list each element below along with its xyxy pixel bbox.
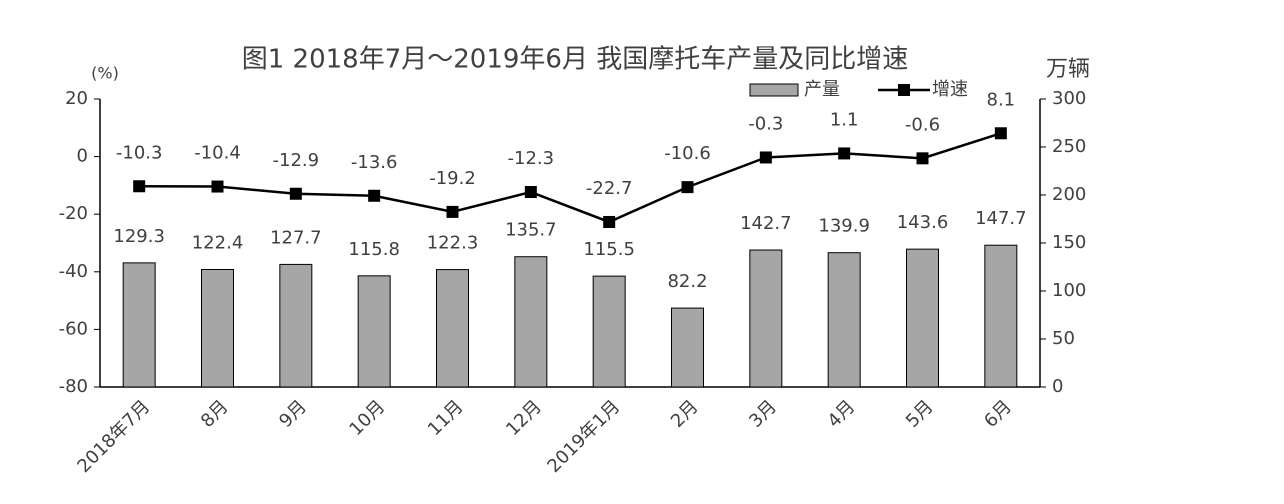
data-label: 139.9 xyxy=(818,216,870,237)
bar xyxy=(749,249,783,388)
line-marker xyxy=(133,180,146,193)
data-label: -13.6 xyxy=(351,152,398,173)
data-label: 129.3 xyxy=(113,226,165,247)
y-tick-label: 20 xyxy=(65,88,88,109)
data-label: 1.1 xyxy=(830,109,859,130)
bar xyxy=(436,269,469,388)
y-tick-label: -40 xyxy=(59,261,88,282)
y2-tick-label: 200 xyxy=(1052,184,1086,205)
data-label: -19.2 xyxy=(429,168,476,189)
data-label: -12.9 xyxy=(273,150,320,171)
y2-tick-label: 0 xyxy=(1052,376,1063,397)
data-label: 127.7 xyxy=(270,227,322,248)
bar xyxy=(201,268,234,388)
data-label: -0.6 xyxy=(905,114,940,135)
line-marker xyxy=(759,151,772,164)
line-marker xyxy=(838,147,851,160)
line-marker xyxy=(289,187,302,200)
bar xyxy=(592,275,626,388)
data-label: 115.5 xyxy=(583,239,635,260)
line-marker xyxy=(681,181,694,194)
y2-tick-label: 300 xyxy=(1052,88,1086,109)
bar xyxy=(514,256,548,388)
bar xyxy=(671,307,704,388)
line-marker xyxy=(211,180,224,193)
data-label: 142.7 xyxy=(740,213,792,234)
y2-tick-label: 100 xyxy=(1052,280,1086,301)
line-marker xyxy=(994,127,1007,140)
y2-tick-label: 150 xyxy=(1052,232,1086,253)
data-label: 82.2 xyxy=(667,271,707,292)
bar xyxy=(122,262,156,388)
y-axis-label: (%) xyxy=(91,64,119,83)
data-label: 147.7 xyxy=(975,208,1027,229)
y-tick-label: -80 xyxy=(59,376,88,397)
line-marker xyxy=(446,205,459,218)
y-tick-label: -20 xyxy=(59,203,88,224)
data-label: -12.3 xyxy=(508,148,555,169)
data-label: -0.3 xyxy=(748,113,783,134)
data-label: 8.1 xyxy=(987,89,1016,110)
line xyxy=(139,132,1002,224)
y-tick-label: 0 xyxy=(77,146,88,167)
legend-swatch xyxy=(749,83,799,97)
chart-title: 图1 2018年7月～2019年6月 我国摩托车产量及同比增速 xyxy=(242,45,909,75)
legend-label: 增速 xyxy=(932,79,968,100)
y2-tick-label: 50 xyxy=(1052,328,1075,349)
line-marker xyxy=(368,189,381,202)
y2-tick-label: 250 xyxy=(1052,136,1086,157)
line-marker xyxy=(603,215,616,228)
bar xyxy=(906,248,939,388)
data-label: 122.3 xyxy=(427,233,479,254)
y-tick-label: -60 xyxy=(59,318,88,339)
line-marker xyxy=(916,152,929,165)
data-label: 122.4 xyxy=(192,232,244,253)
bar xyxy=(984,244,1018,388)
data-label: -10.4 xyxy=(194,143,241,164)
data-label: 115.8 xyxy=(348,239,400,260)
data-label: 135.7 xyxy=(505,220,557,241)
data-label: 143.6 xyxy=(897,212,949,233)
data-label: -10.6 xyxy=(664,143,711,164)
bar xyxy=(827,252,861,388)
data-label: -22.7 xyxy=(586,178,633,199)
legend-label: 产量 xyxy=(804,79,840,100)
bar xyxy=(279,263,313,388)
legend-swatch xyxy=(898,84,910,96)
line-marker xyxy=(524,186,537,199)
bar xyxy=(357,275,391,388)
data-label: -10.3 xyxy=(116,142,163,163)
y2-axis-label: 万辆 xyxy=(1046,57,1090,82)
